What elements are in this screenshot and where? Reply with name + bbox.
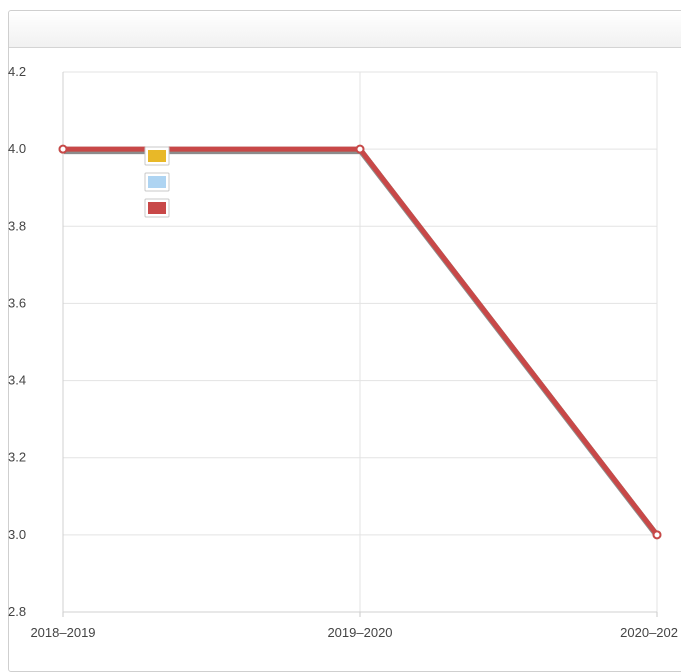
chart-panel (8, 10, 681, 672)
x-tick-label: 2018–2019 (30, 625, 95, 640)
y-tick-label: 4.2 (8, 64, 26, 79)
legend-swatch (148, 202, 166, 214)
line-chart: 4.2 4.0 3.8 3.6 3.4 3.2 3.0 2.8 2018–2019 2019–2… (8, 64, 678, 640)
y-tick-label: 3.2 (8, 450, 26, 465)
y-tick-label: 4.0 (8, 141, 26, 156)
y-tick-label: 2.8 (8, 604, 26, 619)
y-tick-label: 3.6 (8, 295, 26, 310)
y-tick-label: 3.4 (8, 373, 26, 388)
legend-swatch (148, 176, 166, 188)
data-point (58, 144, 68, 154)
grid (62, 71, 658, 613)
legend-swatch (148, 150, 166, 162)
data-point (355, 144, 365, 154)
panel-header (9, 11, 681, 48)
data-point (652, 530, 662, 540)
x-tick-label: 2020–202 (620, 625, 678, 640)
y-tick-label: 3.8 (8, 218, 26, 233)
y-tick-label: 3.0 (8, 527, 26, 542)
y-axis: 4.2 4.0 3.8 3.6 3.4 3.2 3.0 2.8 (8, 64, 64, 619)
x-axis: 2018–2019 2019–2020 2020–202 (30, 611, 678, 640)
legend (144, 146, 170, 218)
x-tick-label: 2019–2020 (327, 625, 392, 640)
